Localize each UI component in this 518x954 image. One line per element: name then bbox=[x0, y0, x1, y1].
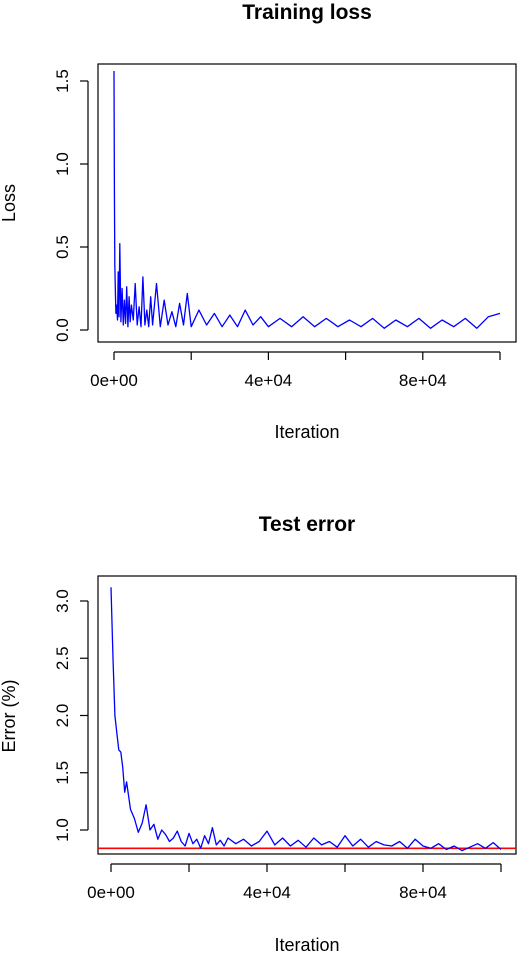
series-line bbox=[113, 70, 501, 329]
y-tick-label: 2.0 bbox=[53, 704, 72, 728]
x-tick-label: 0e+00 bbox=[90, 371, 138, 390]
x-axis: 0e+00 4e+04 8e+04 bbox=[90, 351, 501, 390]
plot-box bbox=[97, 575, 517, 855]
x-tick-label: 0e+00 bbox=[87, 883, 135, 902]
x-axis-label: Iteration bbox=[274, 422, 339, 442]
y-tick-label: 3.0 bbox=[53, 589, 72, 613]
x-tick-label: 8e+04 bbox=[399, 371, 447, 390]
y-axis: 0.0 0.5 1.0 1.5 bbox=[53, 69, 89, 342]
y-tick-label: 2.5 bbox=[53, 646, 72, 670]
x-tick-label: 4e+04 bbox=[243, 883, 291, 902]
y-axis: 1.0 1.5 2.0 2.5 3.0 bbox=[53, 589, 89, 842]
x-axis-label: Iteration bbox=[274, 935, 339, 954]
series-line bbox=[110, 587, 502, 852]
y-tick-label: 1.5 bbox=[53, 69, 72, 93]
y-tick-label: 0.5 bbox=[53, 235, 72, 259]
x-tick-label: 8e+04 bbox=[399, 883, 447, 902]
plot-area bbox=[113, 70, 501, 329]
y-tick-label: 1.0 bbox=[53, 818, 72, 842]
y-tick-label: 1.0 bbox=[53, 152, 72, 176]
chart-title: Training loss bbox=[242, 1, 372, 24]
test-error-chart: Test error 0e+00 4e+04 8e+04 1.0 1.5 2.0 2.5 3… bbox=[0, 513, 517, 954]
y-axis-label: Loss bbox=[0, 184, 19, 222]
y-tick-label: 1.5 bbox=[53, 761, 72, 785]
y-axis-label: Error (%) bbox=[0, 680, 19, 753]
training-loss-chart: Training loss 0e+00 4e+04 8e+04 0.0 0.5 1.0 1… bbox=[0, 1, 517, 442]
y-tick-label: 0.0 bbox=[53, 318, 72, 342]
x-tick-label: 4e+04 bbox=[245, 371, 293, 390]
plot-area bbox=[98, 587, 516, 852]
x-axis: 0e+00 4e+04 8e+04 bbox=[87, 863, 502, 902]
plot-box bbox=[97, 63, 517, 343]
chart-title: Test error bbox=[259, 513, 355, 536]
